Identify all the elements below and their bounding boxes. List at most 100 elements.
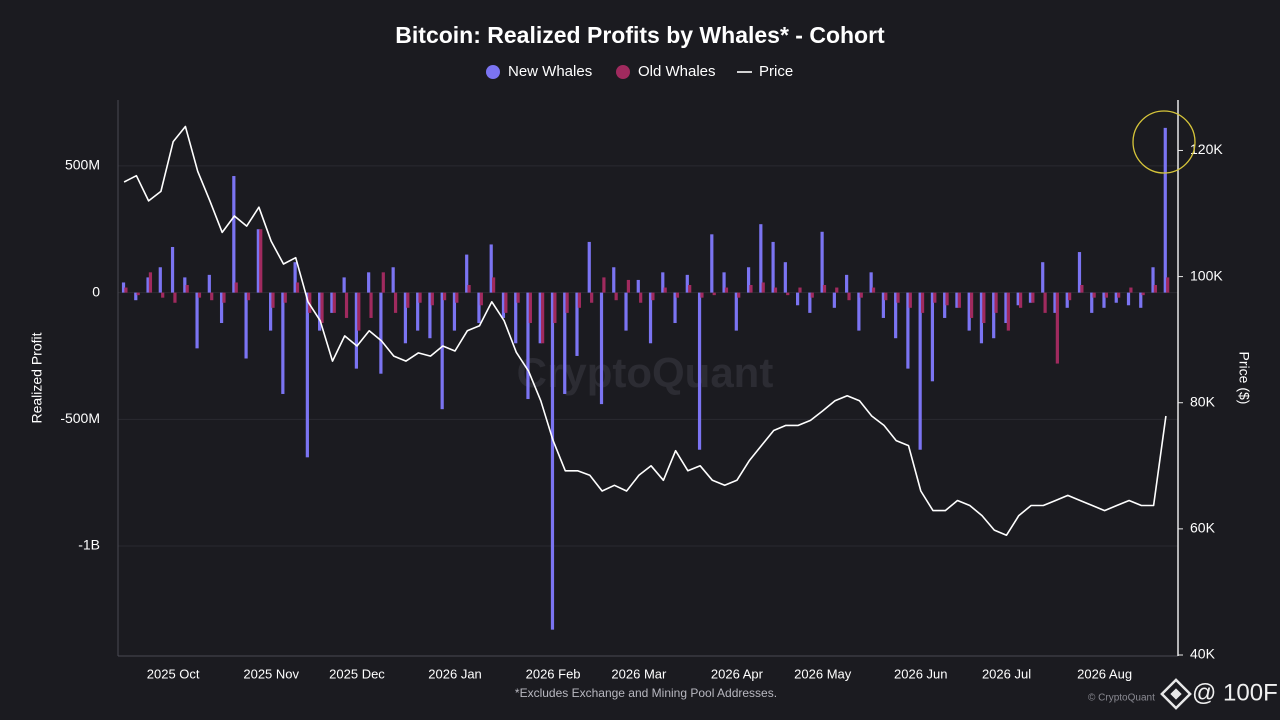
bar <box>354 292 358 369</box>
overlay-tag: @ 100F <box>1192 679 1278 706</box>
bar <box>798 287 802 293</box>
y2-tick-label: 40K <box>1190 646 1216 662</box>
x-tick-label: 2026 May <box>794 666 852 681</box>
bar <box>734 292 738 331</box>
bar <box>749 285 753 293</box>
bar <box>246 292 251 301</box>
bar <box>722 272 726 293</box>
bar <box>136 292 140 296</box>
bar <box>1139 292 1143 308</box>
bar <box>207 274 211 293</box>
bar <box>1117 292 1121 298</box>
bar <box>771 241 775 293</box>
highlight-circle <box>1132 110 1196 174</box>
y-tick-label: 0 <box>92 283 100 299</box>
bar <box>1092 292 1096 298</box>
bar <box>894 292 898 339</box>
bar <box>737 292 741 298</box>
x-tick-label: 2026 Apr <box>711 666 764 681</box>
bar <box>624 292 628 331</box>
bar <box>504 292 508 313</box>
legend-label: Old Whales <box>638 63 716 80</box>
bar <box>553 292 557 324</box>
bar <box>1153 285 1158 293</box>
x-tick-label: 2026 Feb <box>526 666 581 681</box>
bar <box>148 272 153 293</box>
bar <box>626 279 631 293</box>
bar <box>1068 292 1072 301</box>
bar <box>930 292 935 382</box>
bar <box>538 292 542 344</box>
bar <box>832 292 836 308</box>
bar <box>599 292 604 405</box>
bar <box>1028 292 1033 303</box>
bar <box>222 292 226 303</box>
bar <box>1151 267 1155 293</box>
x-tick-label: 2026 Aug <box>1077 666 1132 681</box>
bar <box>393 292 398 313</box>
bar <box>477 292 481 324</box>
bar <box>134 292 138 301</box>
bar <box>1141 292 1145 296</box>
bar <box>158 267 162 293</box>
bar <box>1163 127 1167 293</box>
x-tick-label: 2025 Oct <box>147 666 200 681</box>
logo <box>1160 678 1192 710</box>
bar <box>1104 292 1108 298</box>
bar <box>783 262 787 293</box>
bar <box>1129 287 1133 293</box>
bar <box>344 292 349 318</box>
bar <box>648 292 653 344</box>
y2-tick-label: 100K <box>1190 267 1223 283</box>
bar <box>173 292 177 303</box>
bar <box>403 292 408 344</box>
bar <box>845 274 849 293</box>
y2-tick-label: 120K <box>1190 141 1223 157</box>
bar <box>857 292 861 331</box>
bar <box>271 292 275 308</box>
bar <box>587 241 591 293</box>
bar <box>516 292 520 303</box>
bar <box>602 277 606 293</box>
y-tick-label: -1B <box>78 537 100 553</box>
watermark: CryptoQuant <box>517 349 774 396</box>
bar <box>528 292 532 324</box>
x-tick-label: 2026 Jan <box>428 666 482 681</box>
bar <box>514 292 518 344</box>
legend-swatch <box>486 65 500 79</box>
chart-title: Bitcoin: Realized Profits by Whales* - C… <box>395 22 885 48</box>
y2-tick-label: 60K <box>1190 520 1216 536</box>
bar <box>121 282 126 293</box>
legend-swatch <box>616 65 630 79</box>
bar <box>1080 285 1084 293</box>
bar <box>295 282 300 293</box>
bar <box>197 292 202 298</box>
bar <box>1065 292 1069 308</box>
bar <box>675 292 680 298</box>
bar <box>967 292 971 331</box>
bar <box>332 292 336 313</box>
y2-tick-label: 80K <box>1190 393 1216 409</box>
bar <box>673 292 677 324</box>
bar <box>170 246 175 293</box>
bar <box>256 229 260 293</box>
bar <box>982 292 986 324</box>
bar <box>710 234 714 293</box>
bar <box>773 287 778 293</box>
bar <box>590 292 594 303</box>
bar <box>1077 252 1082 293</box>
bar <box>259 229 263 293</box>
bar <box>195 292 199 349</box>
bar <box>379 292 383 374</box>
bar <box>1055 292 1059 364</box>
bar <box>636 279 640 293</box>
bar <box>575 292 579 356</box>
bar <box>418 292 422 303</box>
bar <box>563 292 567 394</box>
bar <box>342 277 346 293</box>
bar <box>501 292 506 318</box>
bar <box>293 262 297 293</box>
plot-marks <box>121 125 1170 630</box>
